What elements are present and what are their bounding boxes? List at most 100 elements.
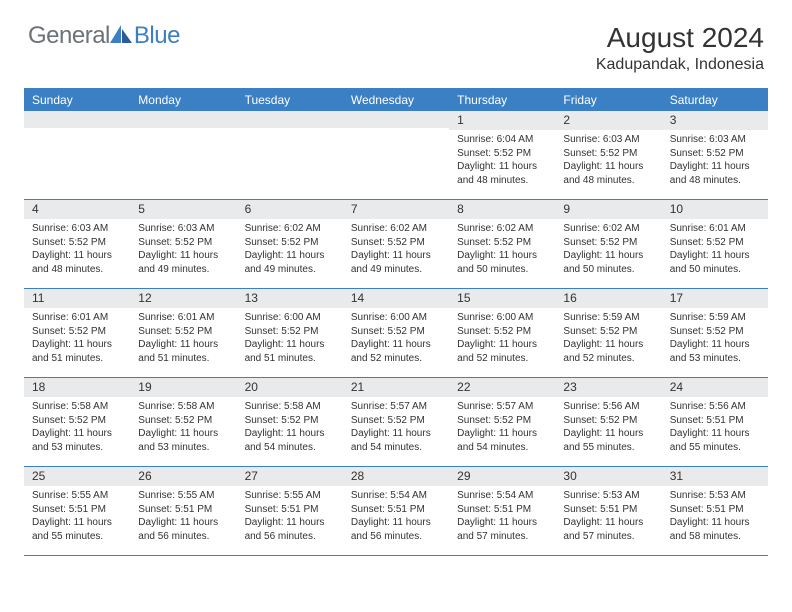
daylight-line2: and 57 minutes.: [457, 530, 547, 544]
sunset-text: Sunset: 5:51 PM: [563, 503, 653, 517]
calendar-cell: 15Sunrise: 6:00 AMSunset: 5:52 PMDayligh…: [449, 289, 555, 377]
day-number: [130, 111, 236, 128]
calendar-cell: 31Sunrise: 5:53 AMSunset: 5:51 PMDayligh…: [662, 467, 768, 555]
day-number: 14: [343, 289, 449, 308]
location-subtitle: Kadupandak, Indonesia: [596, 56, 764, 74]
daylight-line2: and 50 minutes.: [670, 263, 760, 277]
sunset-text: Sunset: 5:52 PM: [351, 325, 441, 339]
daylight-line2: and 48 minutes.: [32, 263, 122, 277]
calendar-cell: 29Sunrise: 5:54 AMSunset: 5:51 PMDayligh…: [449, 467, 555, 555]
sunrise-text: Sunrise: 6:03 AM: [670, 133, 760, 147]
day-details: Sunrise: 6:01 AMSunset: 5:52 PMDaylight:…: [662, 219, 768, 282]
day-details: Sunrise: 5:57 AMSunset: 5:52 PMDaylight:…: [449, 397, 555, 460]
daylight-line1: Daylight: 11 hours: [245, 338, 335, 352]
calendar-cell: 26Sunrise: 5:55 AMSunset: 5:51 PMDayligh…: [130, 467, 236, 555]
day-details: Sunrise: 6:04 AMSunset: 5:52 PMDaylight:…: [449, 130, 555, 193]
calendar-cell: 22Sunrise: 5:57 AMSunset: 5:52 PMDayligh…: [449, 378, 555, 466]
calendar-week-row: 18Sunrise: 5:58 AMSunset: 5:52 PMDayligh…: [24, 378, 768, 467]
day-header-cell: Wednesday: [343, 90, 449, 111]
calendar-cell: 30Sunrise: 5:53 AMSunset: 5:51 PMDayligh…: [555, 467, 661, 555]
day-details: Sunrise: 6:00 AMSunset: 5:52 PMDaylight:…: [343, 308, 449, 371]
calendar-cell: 10Sunrise: 6:01 AMSunset: 5:52 PMDayligh…: [662, 200, 768, 288]
sunrise-text: Sunrise: 5:57 AM: [351, 400, 441, 414]
daylight-line2: and 55 minutes.: [670, 441, 760, 455]
calendar-cell: 25Sunrise: 5:55 AMSunset: 5:51 PMDayligh…: [24, 467, 130, 555]
calendar-cell: 19Sunrise: 5:58 AMSunset: 5:52 PMDayligh…: [130, 378, 236, 466]
daylight-line1: Daylight: 11 hours: [457, 516, 547, 530]
sunrise-text: Sunrise: 6:02 AM: [245, 222, 335, 236]
day-details: Sunrise: 5:59 AMSunset: 5:52 PMDaylight:…: [555, 308, 661, 371]
sunset-text: Sunset: 5:52 PM: [563, 414, 653, 428]
day-details: Sunrise: 5:54 AMSunset: 5:51 PMDaylight:…: [449, 486, 555, 549]
daylight-line1: Daylight: 11 hours: [351, 516, 441, 530]
calendar-cell: 20Sunrise: 5:58 AMSunset: 5:52 PMDayligh…: [237, 378, 343, 466]
day-details: Sunrise: 6:02 AMSunset: 5:52 PMDaylight:…: [449, 219, 555, 282]
day-number: 20: [237, 378, 343, 397]
day-details: Sunrise: 5:58 AMSunset: 5:52 PMDaylight:…: [237, 397, 343, 460]
daylight-line1: Daylight: 11 hours: [32, 516, 122, 530]
day-details: Sunrise: 6:00 AMSunset: 5:52 PMDaylight:…: [237, 308, 343, 371]
calendar-cell: 14Sunrise: 6:00 AMSunset: 5:52 PMDayligh…: [343, 289, 449, 377]
calendar-cell: 3Sunrise: 6:03 AMSunset: 5:52 PMDaylight…: [662, 111, 768, 199]
daylight-line1: Daylight: 11 hours: [351, 338, 441, 352]
daylight-line2: and 49 minutes.: [245, 263, 335, 277]
day-number: 28: [343, 467, 449, 486]
day-details: Sunrise: 5:55 AMSunset: 5:51 PMDaylight:…: [237, 486, 343, 549]
day-number: 7: [343, 200, 449, 219]
daylight-line1: Daylight: 11 hours: [563, 516, 653, 530]
sunset-text: Sunset: 5:52 PM: [670, 147, 760, 161]
sunset-text: Sunset: 5:52 PM: [32, 325, 122, 339]
day-details: Sunrise: 5:54 AMSunset: 5:51 PMDaylight:…: [343, 486, 449, 549]
day-number: 23: [555, 378, 661, 397]
daylight-line1: Daylight: 11 hours: [245, 249, 335, 263]
sunrise-text: Sunrise: 5:58 AM: [245, 400, 335, 414]
daylight-line2: and 52 minutes.: [351, 352, 441, 366]
day-header-cell: Friday: [555, 90, 661, 111]
day-number: 9: [555, 200, 661, 219]
day-details: Sunrise: 6:03 AMSunset: 5:52 PMDaylight:…: [662, 130, 768, 193]
day-number: 1: [449, 111, 555, 130]
sunset-text: Sunset: 5:51 PM: [32, 503, 122, 517]
day-details: Sunrise: 6:02 AMSunset: 5:52 PMDaylight:…: [237, 219, 343, 282]
calendar-cell: 28Sunrise: 5:54 AMSunset: 5:51 PMDayligh…: [343, 467, 449, 555]
calendar-cell: 24Sunrise: 5:56 AMSunset: 5:51 PMDayligh…: [662, 378, 768, 466]
sunset-text: Sunset: 5:52 PM: [138, 325, 228, 339]
sunset-text: Sunset: 5:51 PM: [245, 503, 335, 517]
logo-text-blue: Blue: [134, 22, 180, 50]
sunset-text: Sunset: 5:51 PM: [670, 503, 760, 517]
daylight-line2: and 53 minutes.: [670, 352, 760, 366]
sunrise-text: Sunrise: 5:54 AM: [457, 489, 547, 503]
daylight-line1: Daylight: 11 hours: [457, 338, 547, 352]
day-number: 29: [449, 467, 555, 486]
day-details: Sunrise: 5:55 AMSunset: 5:51 PMDaylight:…: [130, 486, 236, 549]
day-details: Sunrise: 6:01 AMSunset: 5:52 PMDaylight:…: [24, 308, 130, 371]
day-number: 22: [449, 378, 555, 397]
calendar-cell: 13Sunrise: 6:00 AMSunset: 5:52 PMDayligh…: [237, 289, 343, 377]
day-details: Sunrise: 6:00 AMSunset: 5:52 PMDaylight:…: [449, 308, 555, 371]
daylight-line2: and 56 minutes.: [351, 530, 441, 544]
daylight-line1: Daylight: 11 hours: [670, 427, 760, 441]
day-details: Sunrise: 6:03 AMSunset: 5:52 PMDaylight:…: [555, 130, 661, 193]
sunrise-text: Sunrise: 5:56 AM: [563, 400, 653, 414]
day-details: Sunrise: 5:56 AMSunset: 5:51 PMDaylight:…: [662, 397, 768, 460]
daylight-line2: and 55 minutes.: [32, 530, 122, 544]
logo: General Blue: [28, 22, 180, 50]
day-number: 26: [130, 467, 236, 486]
daylight-line1: Daylight: 11 hours: [670, 249, 760, 263]
sunrise-text: Sunrise: 5:57 AM: [457, 400, 547, 414]
daylight-line2: and 57 minutes.: [563, 530, 653, 544]
sunrise-text: Sunrise: 6:00 AM: [457, 311, 547, 325]
daylight-line1: Daylight: 11 hours: [670, 160, 760, 174]
sunrise-text: Sunrise: 5:53 AM: [563, 489, 653, 503]
sunrise-text: Sunrise: 5:58 AM: [138, 400, 228, 414]
sunset-text: Sunset: 5:52 PM: [457, 325, 547, 339]
sunrise-text: Sunrise: 5:56 AM: [670, 400, 760, 414]
day-header-cell: Sunday: [24, 90, 130, 111]
calendar-cell-empty: [130, 111, 236, 199]
sunrise-text: Sunrise: 6:01 AM: [32, 311, 122, 325]
daylight-line2: and 51 minutes.: [245, 352, 335, 366]
daylight-line2: and 56 minutes.: [138, 530, 228, 544]
day-number: 24: [662, 378, 768, 397]
sunset-text: Sunset: 5:52 PM: [138, 236, 228, 250]
daylight-line1: Daylight: 11 hours: [563, 160, 653, 174]
